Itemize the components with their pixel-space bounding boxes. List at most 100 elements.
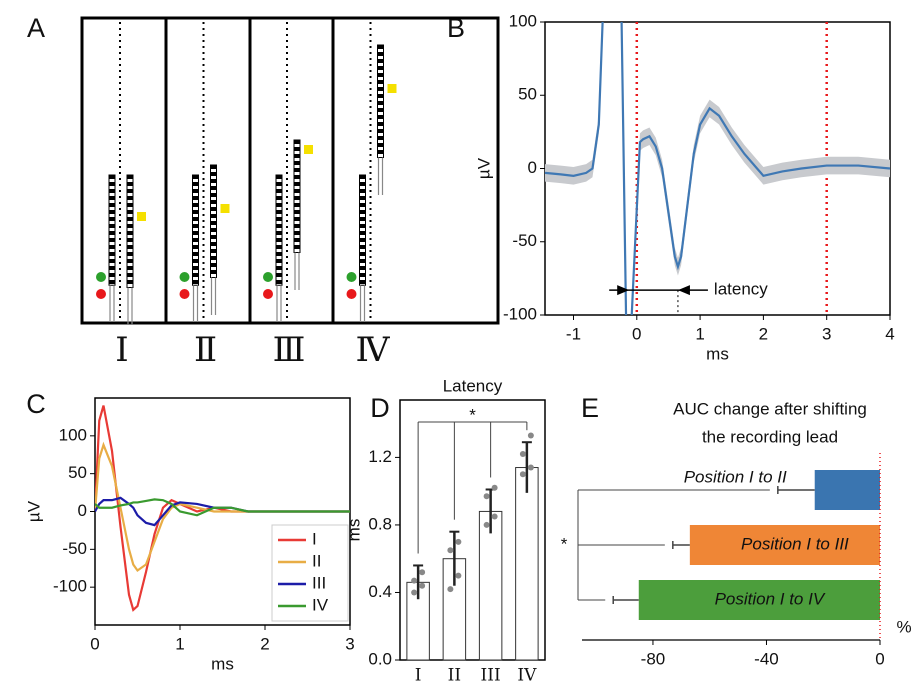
data-point <box>527 464 534 471</box>
stim-site <box>387 84 397 93</box>
y-tick-label: 100 <box>509 11 537 30</box>
ref-electrode <box>96 289 106 299</box>
bar <box>689 525 880 565</box>
data-point <box>455 538 462 545</box>
ground-electrode <box>96 272 106 282</box>
x-tick-label: 0 <box>90 634 99 653</box>
y-tick-label: 100 <box>59 425 87 444</box>
diagram-frame <box>80 16 500 325</box>
y-tick-label: 0 <box>528 158 537 177</box>
data-point <box>447 547 454 554</box>
panel-label: D <box>370 393 390 423</box>
bar-label: Position I to II <box>684 467 787 486</box>
x-tick-label: 1 <box>695 324 704 343</box>
x-tick-label: III <box>481 666 501 685</box>
panel-label: A <box>27 13 45 43</box>
bar <box>638 580 880 620</box>
annotation: latency <box>714 280 768 299</box>
y-tick-label: -100 <box>53 577 87 596</box>
data-point <box>483 521 490 528</box>
x-axis-label: ms <box>706 344 729 363</box>
legend-label: II <box>312 551 321 570</box>
y-tick-label: 1.2 <box>368 447 392 466</box>
chart-title: AUC change after shifting <box>673 399 867 418</box>
position-label: Ⅳ <box>356 330 391 370</box>
data-point <box>491 484 498 491</box>
y-tick-label: 0.8 <box>368 514 392 533</box>
data-line <box>545 22 890 315</box>
stim-site <box>220 204 230 213</box>
data-point <box>411 589 418 596</box>
panel-label: C <box>26 389 46 419</box>
bar <box>478 510 503 661</box>
data-point <box>419 569 426 576</box>
x-tick-label: 0 <box>632 324 641 343</box>
legend-label: IV <box>312 595 329 614</box>
y-tick-label: 50 <box>68 463 87 482</box>
bar-label: Position I to III <box>741 534 849 553</box>
ground-electrode <box>346 272 357 282</box>
plot-frame <box>399 399 546 661</box>
y-tick-label: 0.0 <box>368 649 392 668</box>
data-point <box>491 513 498 520</box>
y-axis-label: ms <box>344 519 363 542</box>
x-axis-label: % <box>896 617 911 636</box>
x-tick-label: 1 <box>175 634 184 653</box>
arrowhead <box>677 285 690 296</box>
x-tick-label: -1 <box>566 324 581 343</box>
x-tick-label: 0 <box>875 649 884 668</box>
data-point <box>419 582 426 589</box>
arrowhead <box>617 285 630 296</box>
y-axis-label: µV <box>24 500 43 522</box>
x-tick-label: 3 <box>822 324 831 343</box>
position-label: Ⅰ <box>115 330 128 370</box>
ground-electrode <box>263 272 273 282</box>
y-tick-label: -50 <box>512 231 537 250</box>
bar <box>814 470 880 510</box>
ref-electrode <box>346 289 357 299</box>
bar <box>515 467 539 661</box>
chart-title: Latency <box>443 376 503 395</box>
panel-label: E <box>581 393 599 423</box>
data-line <box>95 498 350 517</box>
x-axis-label: ms <box>211 654 234 673</box>
position-label: Ⅱ <box>194 330 217 370</box>
y-tick-label: 0 <box>78 501 87 520</box>
data-point <box>483 493 490 500</box>
x-tick-label: II <box>448 666 461 685</box>
bar-label: Position I to IV <box>715 589 826 608</box>
data-point <box>527 432 534 439</box>
data-point <box>447 586 454 593</box>
x-tick-label: -40 <box>754 649 779 668</box>
stim-site <box>137 212 146 221</box>
data-point <box>519 451 526 458</box>
x-tick-label: 4 <box>885 324 894 343</box>
ref-electrode <box>179 289 190 299</box>
error-band <box>545 22 603 185</box>
data-point <box>519 471 526 478</box>
y-tick-label: 0.4 <box>368 582 392 601</box>
legend-label: I <box>312 529 317 548</box>
x-tick-label: -80 <box>641 649 666 668</box>
y-tick-label: 50 <box>518 85 537 104</box>
y-tick-label: -50 <box>62 539 87 558</box>
ground-electrode <box>179 272 190 282</box>
data-point <box>411 577 418 584</box>
y-axis-label: µV <box>474 157 493 179</box>
x-tick-label: IV <box>517 666 537 685</box>
legend-label: III <box>312 573 326 592</box>
ref-electrode <box>263 289 273 299</box>
x-tick-label: 3 <box>345 634 354 653</box>
x-tick-label: 2 <box>260 634 269 653</box>
x-tick-label: I <box>415 666 422 685</box>
significance: * <box>469 405 476 424</box>
x-tick-label: 2 <box>759 324 768 343</box>
y-tick-label: -100 <box>503 304 537 323</box>
significance: * <box>561 534 568 553</box>
stim-site <box>304 145 313 154</box>
data-point <box>455 572 462 579</box>
chart-title: the recording lead <box>702 427 838 446</box>
panel-label: B <box>447 13 465 43</box>
position-label: Ⅲ <box>273 330 306 370</box>
